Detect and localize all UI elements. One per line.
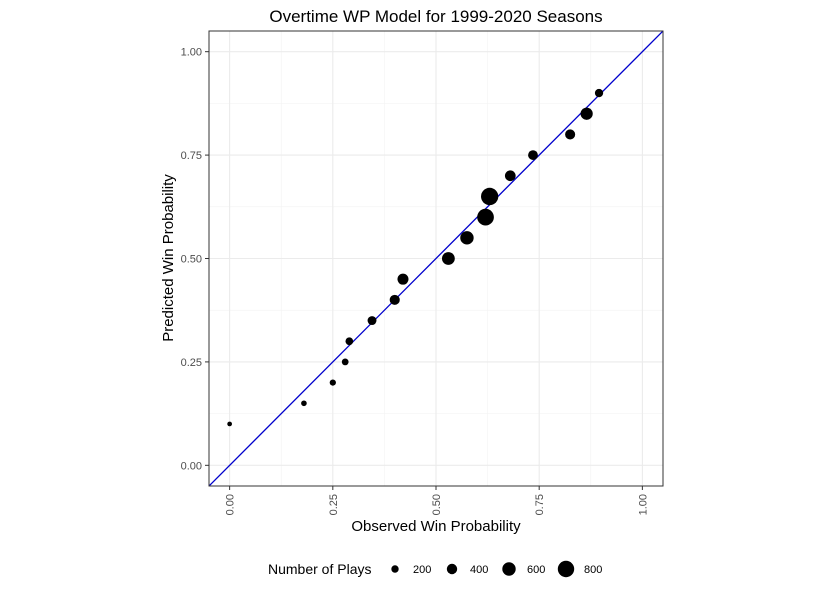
data-point [441, 252, 455, 265]
data-point [345, 337, 354, 346]
data-point [329, 379, 336, 386]
legend-title: Number of Plays [268, 561, 371, 577]
x-tick-label: 0.25 [328, 494, 340, 515]
y-tick-label: 0.75 [181, 150, 202, 162]
x-tick-label: 0.00 [225, 494, 237, 515]
data-point [460, 231, 474, 245]
data-point [594, 88, 604, 98]
x-tick-label: 0.50 [431, 494, 443, 515]
data-point [397, 273, 409, 285]
legend-key [502, 562, 516, 576]
legend-label: 200 [413, 564, 431, 576]
chart-title: Overtime WP Model for 1999-2020 Seasons [269, 7, 602, 26]
legend: Number of Plays 200 400 600 800 [268, 560, 602, 578]
plot-area: 0.00 0.25 0.50 0.75 1.00 0.00 0.25 0.50 0.75 1.00 [181, 30, 664, 515]
x-axis-title: Observed Win Probability [351, 518, 521, 535]
x-tick-label: 1.00 [637, 494, 649, 515]
y-tick-label: 0.00 [181, 460, 202, 472]
legend-key [557, 560, 575, 578]
reference-line [209, 31, 663, 486]
data-point [477, 208, 494, 226]
x-tick-label: 0.75 [534, 494, 546, 515]
y-tick-label: 1.00 [181, 47, 202, 59]
legend-key [446, 563, 458, 575]
data-point [341, 358, 349, 366]
legend-label: 800 [584, 564, 602, 576]
data-point [227, 421, 232, 427]
y-tick-label: 0.25 [181, 357, 202, 369]
data-point [504, 170, 516, 182]
legend-label: 600 [527, 564, 545, 576]
data-point [301, 400, 307, 407]
legend-key [391, 565, 399, 573]
data-point [528, 150, 538, 160]
data-point [367, 316, 377, 325]
data-point [580, 107, 593, 120]
data-point [481, 187, 499, 206]
y-axis-title: Predicted Win Probability [160, 174, 177, 342]
y-tick-label: 0.50 [181, 254, 202, 266]
legend-label: 400 [470, 564, 488, 576]
data-point [389, 294, 400, 305]
data-point [565, 129, 576, 140]
